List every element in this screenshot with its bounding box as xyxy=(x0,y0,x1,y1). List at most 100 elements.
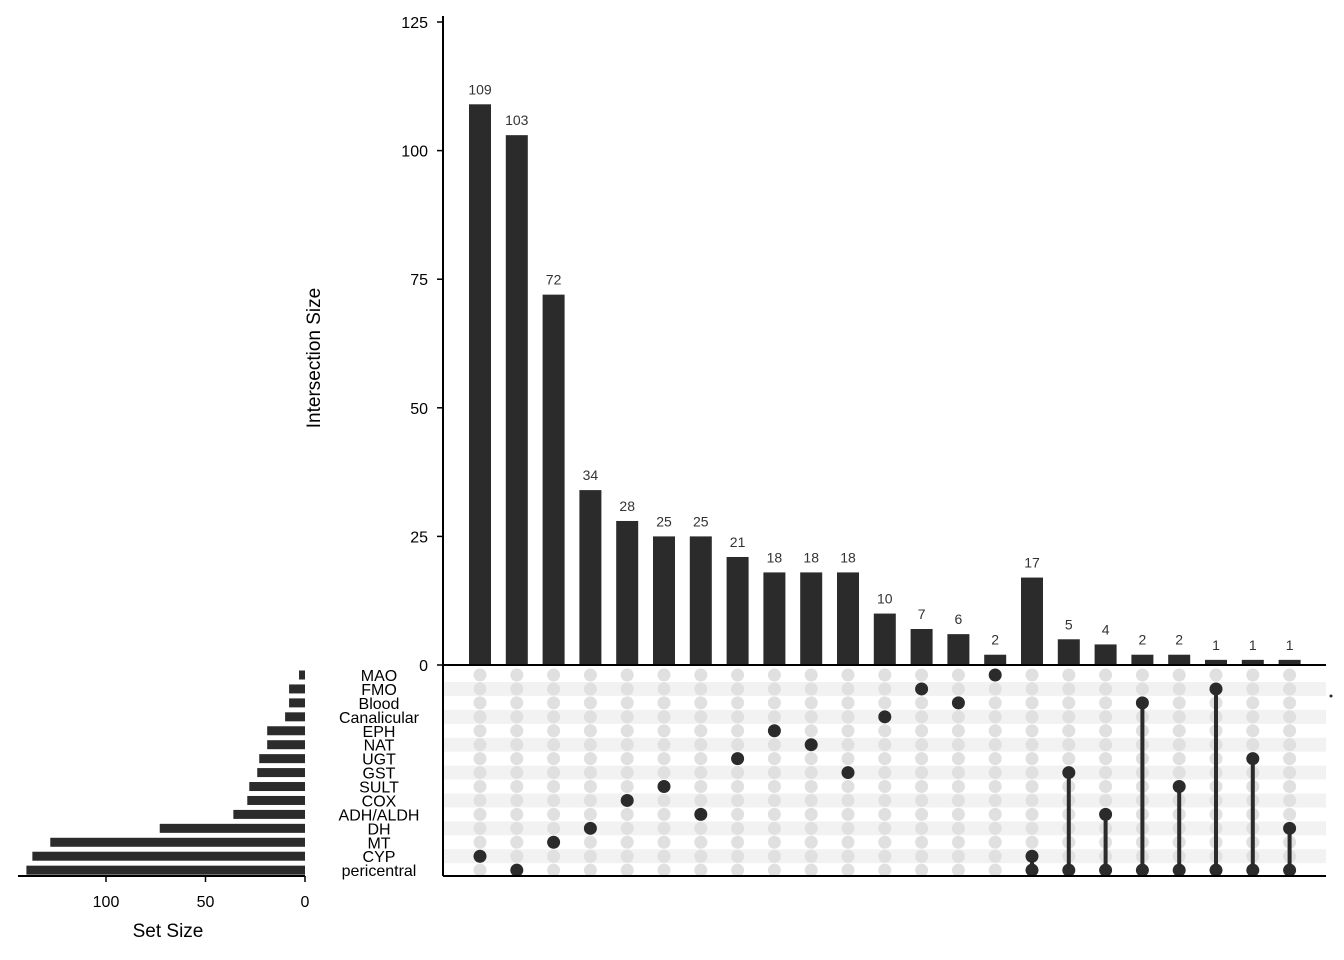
set-name-label: CYP xyxy=(363,849,396,866)
y-tick-label: 100 xyxy=(401,144,428,161)
matrix-dot-inactive xyxy=(694,849,708,863)
matrix-dot-inactive xyxy=(988,807,1002,821)
set-size-bar xyxy=(26,865,306,875)
matrix-dot-inactive xyxy=(767,780,781,794)
matrix-dot-inactive xyxy=(878,724,892,738)
matrix-dot-inactive xyxy=(878,696,892,710)
matrix-dot-inactive xyxy=(878,849,892,863)
intersection-bar-label: 18 xyxy=(840,549,856,565)
matrix-dot-inactive xyxy=(731,849,745,863)
matrix-dot-active xyxy=(694,807,708,821)
intersection-bar-label: 25 xyxy=(656,513,672,529)
matrix-dot-active xyxy=(951,696,965,710)
matrix-dot-inactive xyxy=(988,752,1002,766)
matrix-dot-inactive xyxy=(988,793,1002,807)
intersection-matrix xyxy=(473,668,1333,877)
matrix-dot-active xyxy=(1135,696,1149,710)
matrix-dot-inactive xyxy=(988,682,1002,696)
matrix-dot-inactive xyxy=(804,668,818,682)
matrix-dot-inactive xyxy=(915,668,929,682)
matrix-dot-inactive xyxy=(620,696,634,710)
matrix-dot-inactive xyxy=(841,793,855,807)
matrix-dot-inactive xyxy=(767,752,781,766)
matrix-dot-inactive xyxy=(473,821,487,835)
matrix-dot-inactive xyxy=(1025,752,1039,766)
intersection-bar xyxy=(910,628,933,665)
matrix-dot-inactive xyxy=(547,793,561,807)
matrix-dot-inactive xyxy=(915,807,929,821)
matrix-dot-inactive xyxy=(841,807,855,821)
matrix-dot-inactive xyxy=(1099,793,1113,807)
intersection-bar-label: 5 xyxy=(1065,616,1073,632)
matrix-dot-inactive xyxy=(731,682,745,696)
matrix-dot-inactive xyxy=(547,752,561,766)
matrix-dot-inactive xyxy=(510,835,524,849)
matrix-dot-active xyxy=(657,780,671,794)
matrix-dot-inactive xyxy=(510,793,524,807)
matrix-dot-inactive xyxy=(951,849,965,863)
matrix-dot-inactive xyxy=(657,710,671,724)
set-name-label: ADH/ALDH xyxy=(339,807,420,824)
matrix-dot-inactive xyxy=(915,863,929,877)
matrix-dot-inactive xyxy=(1025,821,1039,835)
matrix-dot-active xyxy=(1246,863,1260,877)
matrix-dot-inactive xyxy=(804,793,818,807)
y-tick-label: 0 xyxy=(419,658,428,675)
matrix-dot-inactive xyxy=(657,793,671,807)
matrix-dot-inactive xyxy=(583,738,597,752)
matrix-dot-inactive xyxy=(841,738,855,752)
matrix-dot-inactive xyxy=(878,821,892,835)
matrix-dot-inactive xyxy=(988,696,1002,710)
matrix-dot-inactive xyxy=(951,835,965,849)
matrix-dot-inactive xyxy=(1062,752,1076,766)
matrix-dot-inactive xyxy=(731,835,745,849)
matrix-dot-inactive xyxy=(841,821,855,835)
matrix-dot-inactive xyxy=(878,793,892,807)
matrix-dot-active xyxy=(804,738,818,752)
matrix-dot-inactive xyxy=(1062,668,1076,682)
matrix-dot-inactive xyxy=(951,863,965,877)
matrix-dot-inactive xyxy=(731,724,745,738)
set-size-bar xyxy=(233,809,305,819)
matrix-dot-inactive xyxy=(1135,668,1149,682)
matrix-dot-inactive xyxy=(1209,668,1223,682)
matrix-dot-inactive xyxy=(804,863,818,877)
matrix-dot-inactive xyxy=(841,696,855,710)
matrix-dot-inactive xyxy=(583,696,597,710)
set-name-label: SULT xyxy=(359,780,399,797)
matrix-dot-inactive xyxy=(583,835,597,849)
matrix-dot-inactive xyxy=(951,793,965,807)
intersection-bar xyxy=(469,104,491,665)
matrix-dot-inactive xyxy=(841,863,855,877)
matrix-dot-inactive xyxy=(951,780,965,794)
matrix-dot-inactive xyxy=(1172,668,1186,682)
set-size-bar xyxy=(267,740,305,750)
matrix-dot-inactive xyxy=(583,849,597,863)
matrix-dot-active xyxy=(1209,682,1223,696)
matrix-dot-active xyxy=(583,821,597,835)
matrix-dot-inactive xyxy=(473,710,487,724)
matrix-dot-inactive xyxy=(767,696,781,710)
set-size-bar xyxy=(299,670,305,680)
matrix-dot-inactive xyxy=(951,710,965,724)
set-size-bars xyxy=(26,670,306,875)
matrix-dot-inactive xyxy=(620,682,634,696)
matrix-dot-inactive xyxy=(547,863,561,877)
matrix-dot-inactive xyxy=(1283,724,1297,738)
matrix-dot-active xyxy=(547,835,561,849)
matrix-dot-active xyxy=(1283,821,1297,835)
intersection-bar-label: 34 xyxy=(583,467,599,483)
matrix-dot-inactive xyxy=(547,766,561,780)
matrix-dot-inactive xyxy=(767,793,781,807)
matrix-dot-inactive xyxy=(583,710,597,724)
set-size-bar xyxy=(247,795,305,805)
intersection-bar xyxy=(1094,644,1117,665)
matrix-dot-inactive xyxy=(767,863,781,877)
matrix-dot-inactive xyxy=(1025,738,1039,752)
matrix-dot-active xyxy=(1172,780,1186,794)
set-name-label: MT xyxy=(367,835,390,852)
matrix-dot-inactive xyxy=(547,696,561,710)
matrix-dot-inactive xyxy=(988,710,1002,724)
